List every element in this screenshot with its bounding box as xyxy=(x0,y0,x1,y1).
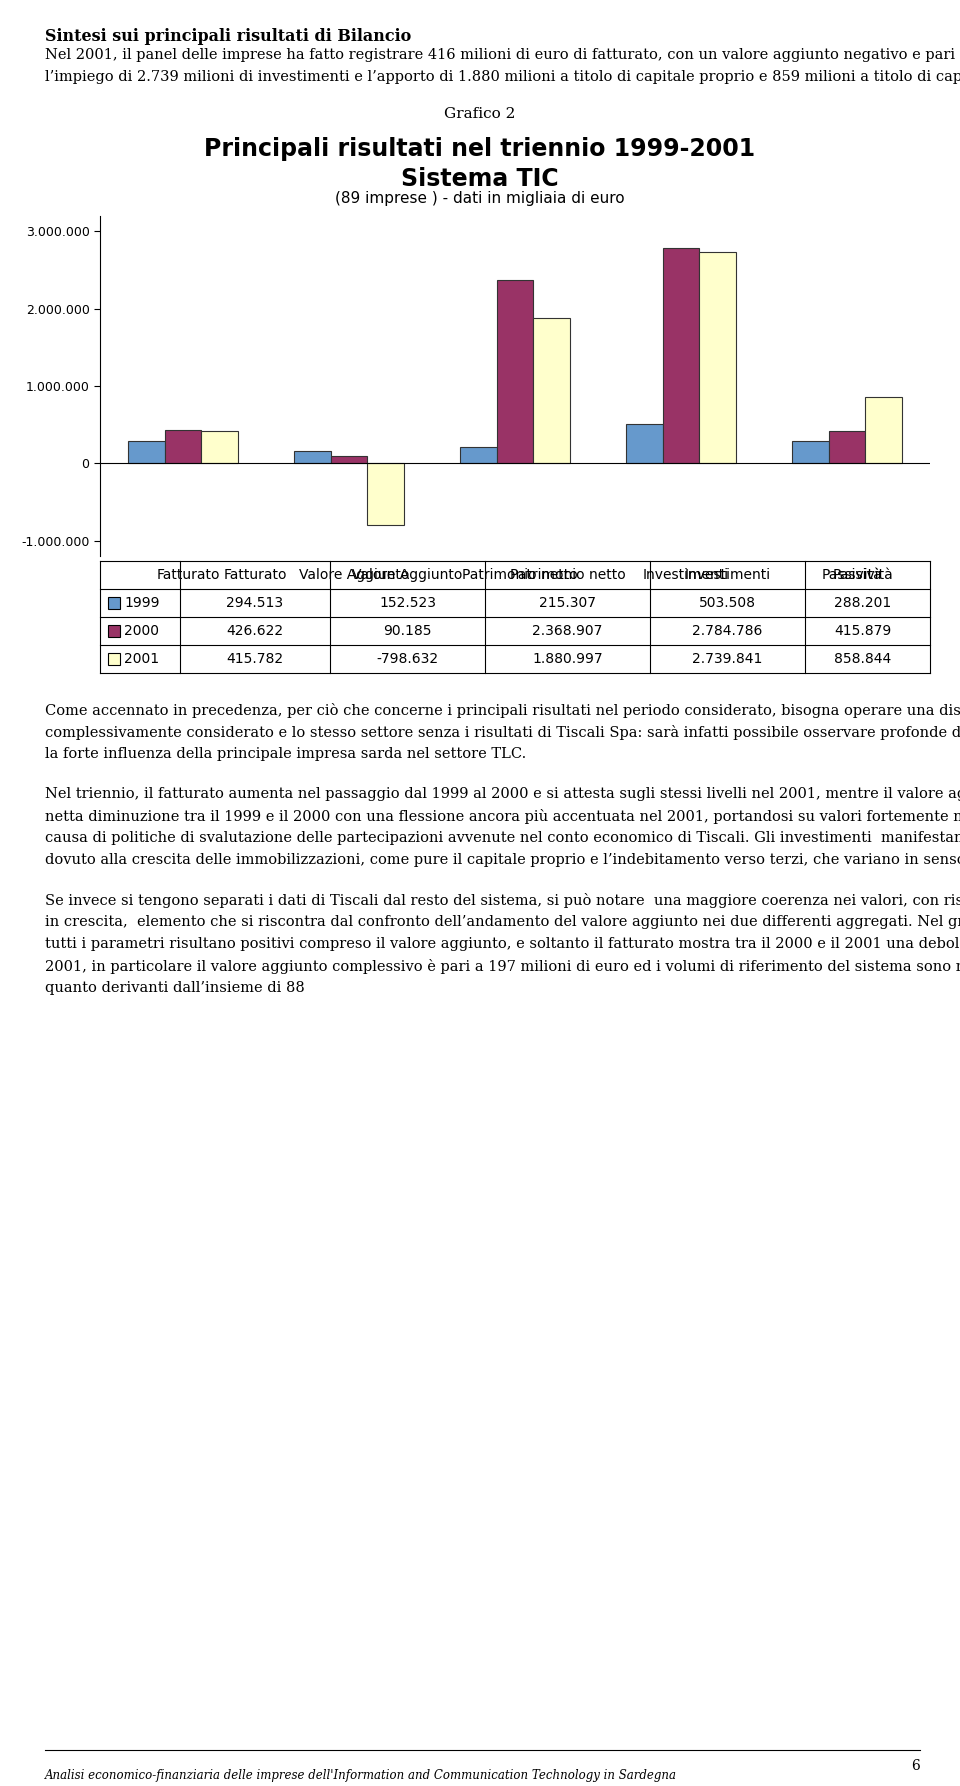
Text: Grafico 2: Grafico 2 xyxy=(444,107,516,121)
Text: Passività: Passività xyxy=(832,568,893,582)
Text: Sistema TIC: Sistema TIC xyxy=(401,168,559,191)
Text: 1.880.997: 1.880.997 xyxy=(532,652,603,666)
Text: la forte influenza della principale impresa sarda nel settore TLC.: la forte influenza della principale impr… xyxy=(45,747,526,761)
Text: Se invece si tengono separati i dati di Tiscali dal resto del sistema, si può no: Se invece si tengono separati i dati di … xyxy=(45,893,960,907)
Text: 858.844: 858.844 xyxy=(834,652,891,666)
Text: 2001, in particolare il valore aggiunto complessivo è pari a 197 milioni di euro: 2001, in particolare il valore aggiunto … xyxy=(45,959,960,973)
Text: l’impiego di 2.739 milioni di investimenti e l’apporto di 1.880 milioni a titolo: l’impiego di 2.739 milioni di investimen… xyxy=(45,70,960,84)
Text: 2.739.841: 2.739.841 xyxy=(692,652,762,666)
Text: 294.513: 294.513 xyxy=(227,597,283,611)
Text: Fatturato: Fatturato xyxy=(224,568,287,582)
Text: 2.784.786: 2.784.786 xyxy=(692,623,762,638)
Text: Nel 2001, il panel delle imprese ha fatto registrare 416 milioni di euro di fatt: Nel 2001, il panel delle imprese ha fatt… xyxy=(45,48,960,63)
Text: 426.622: 426.622 xyxy=(227,623,283,638)
Bar xyxy=(368,463,404,525)
Bar xyxy=(108,597,120,609)
Bar xyxy=(294,452,331,463)
Bar xyxy=(108,625,120,638)
Bar xyxy=(202,430,238,463)
Bar xyxy=(533,318,570,463)
Text: 152.523: 152.523 xyxy=(379,597,436,611)
Text: -798.632: -798.632 xyxy=(376,652,439,666)
Text: complessivamente considerato e lo stesso settore senza i risultati di Tiscali Sp: complessivamente considerato e lo stesso… xyxy=(45,725,960,739)
Text: dovuto alla crescita delle immobilizzazioni, come pure il capitale proprio e l’i: dovuto alla crescita delle immobilizzazi… xyxy=(45,854,960,866)
Bar xyxy=(792,441,828,463)
Text: Passività: Passività xyxy=(822,568,882,582)
Text: Valore Aggiunto: Valore Aggiunto xyxy=(299,568,409,582)
Text: 90.185: 90.185 xyxy=(383,623,432,638)
Text: Fatturato: Fatturato xyxy=(156,568,220,582)
Bar xyxy=(496,280,533,463)
Text: in crescita,  elemento che si riscontra dal confronto dell’andamento del valore : in crescita, elemento che si riscontra d… xyxy=(45,914,960,929)
Text: 2001: 2001 xyxy=(124,652,159,666)
Text: 415.782: 415.782 xyxy=(227,652,283,666)
Text: 288.201: 288.201 xyxy=(834,597,891,611)
Text: Principali risultati nel triennio 1999-2001: Principali risultati nel triennio 1999-2… xyxy=(204,138,756,161)
Text: Come accennato in precedenza, per ciò che concerne i principali risultati nel pe: Come accennato in precedenza, per ciò ch… xyxy=(45,704,960,718)
Bar xyxy=(865,396,901,463)
Text: quanto derivanti dall’insieme di 88: quanto derivanti dall’insieme di 88 xyxy=(45,981,304,995)
Text: 2.368.907: 2.368.907 xyxy=(532,623,603,638)
Text: tutti i parametri risultano positivi compreso il valore aggiunto, e soltanto il : tutti i parametri risultano positivi com… xyxy=(45,938,960,950)
Bar xyxy=(108,654,120,664)
Text: 2000: 2000 xyxy=(124,623,159,638)
Bar xyxy=(626,425,662,463)
Text: 503.508: 503.508 xyxy=(699,597,756,611)
Bar xyxy=(460,446,496,463)
Text: Valore Aggiunto: Valore Aggiunto xyxy=(352,568,463,582)
Text: netta diminuzione tra il 1999 e il 2000 con una flessione ancora più accentuata : netta diminuzione tra il 1999 e il 2000 … xyxy=(45,809,960,823)
Text: causa di politiche di svalutazione delle partecipazioni avvenute nel conto econo: causa di politiche di svalutazione delle… xyxy=(45,830,960,845)
Text: Analisi economico-finanziaria delle imprese dell'Information and Communication T: Analisi economico-finanziaria delle impr… xyxy=(45,1768,677,1782)
Text: Nel triennio, il fatturato aumenta nel passaggio dal 1999 al 2000 e si attesta s: Nel triennio, il fatturato aumenta nel p… xyxy=(45,788,960,800)
Text: 415.879: 415.879 xyxy=(834,623,891,638)
Text: (89 imprese ) - dati in migliaia di euro: (89 imprese ) - dati in migliaia di euro xyxy=(335,191,625,205)
Text: Sintesi sui principali risultati di Bilancio: Sintesi sui principali risultati di Bila… xyxy=(45,29,411,45)
Text: 215.307: 215.307 xyxy=(539,597,596,611)
Bar xyxy=(699,252,735,463)
Bar xyxy=(165,430,202,463)
Bar xyxy=(331,455,368,463)
Bar xyxy=(828,430,865,463)
Bar xyxy=(662,248,699,463)
Text: Investimenti: Investimenti xyxy=(684,568,771,582)
Text: 6: 6 xyxy=(911,1759,920,1773)
Bar xyxy=(129,441,165,463)
Text: Investimenti: Investimenti xyxy=(643,568,729,582)
Text: 1999: 1999 xyxy=(124,597,159,611)
Text: Patrimonio netto: Patrimonio netto xyxy=(510,568,625,582)
Text: Patrimonio netto: Patrimonio netto xyxy=(462,568,578,582)
